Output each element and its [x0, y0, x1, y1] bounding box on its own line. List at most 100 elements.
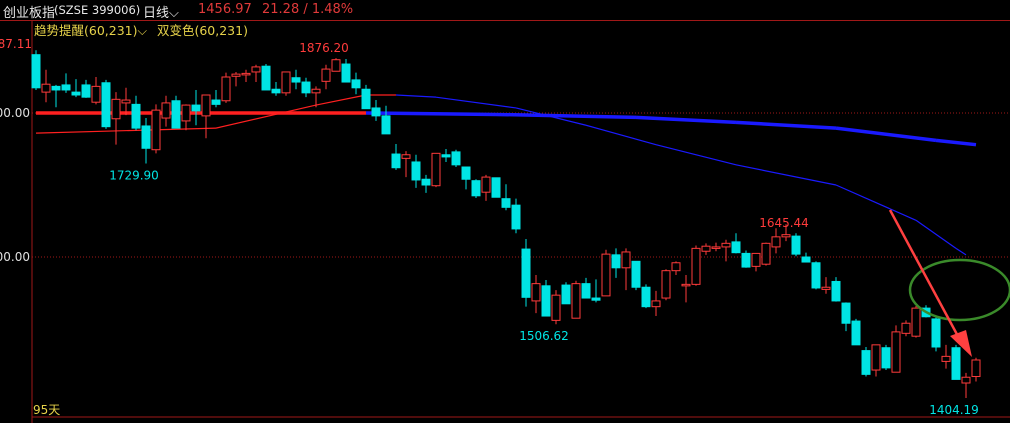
candle-body	[121, 99, 131, 104]
candle	[391, 143, 401, 170]
candle-body	[371, 107, 381, 117]
candle	[421, 174, 431, 193]
candle	[691, 245, 701, 286]
candle	[161, 95, 171, 127]
candle-body	[301, 81, 311, 94]
candle-body	[751, 252, 761, 267]
candle-body	[861, 350, 871, 375]
candle	[611, 248, 621, 278]
candle	[851, 318, 861, 346]
candle-body	[771, 236, 781, 248]
candle	[871, 344, 881, 377]
candle-body	[681, 283, 691, 287]
candle-body	[291, 77, 301, 83]
candle	[231, 71, 241, 87]
candle-body	[541, 285, 551, 317]
candle	[711, 242, 721, 252]
candle	[581, 277, 591, 299]
y-tick-label: 1800.00	[0, 106, 30, 120]
candle	[591, 279, 601, 303]
candle-body	[31, 54, 41, 89]
candle-body	[581, 283, 591, 299]
low-price-label: 1404.19	[929, 403, 979, 417]
candle	[791, 233, 801, 257]
candle-body	[951, 347, 961, 380]
candle-body	[331, 59, 341, 72]
candle-body	[71, 91, 81, 96]
chart-header: 创业板指 (SZSE 399006) 日线⌵ 1456.97 21.28 / 1…	[0, 0, 1010, 21]
candle-body	[821, 286, 831, 290]
candle-body	[241, 72, 251, 76]
candle-body	[191, 104, 201, 112]
candle-body	[441, 154, 451, 158]
candle-body	[61, 84, 71, 91]
candle-body	[391, 153, 401, 169]
candle-body	[741, 252, 751, 268]
candle	[491, 177, 501, 198]
candle-body	[221, 76, 231, 102]
candle-body	[311, 88, 321, 94]
candle-body	[811, 262, 821, 289]
candle-body	[271, 88, 281, 94]
candle-body	[891, 331, 901, 373]
candle	[371, 100, 381, 121]
candle-body	[471, 180, 481, 197]
candle	[911, 305, 921, 338]
candle	[501, 184, 511, 211]
candle	[331, 58, 341, 72]
candle	[191, 89, 201, 126]
candle-body	[401, 154, 411, 159]
candle-body	[571, 283, 581, 319]
candle	[411, 154, 421, 188]
candle	[151, 104, 161, 154]
candle	[761, 242, 771, 266]
candle	[571, 280, 581, 319]
moving-average-segment	[585, 124, 657, 146]
candle-body	[361, 88, 371, 110]
candle-body	[351, 79, 361, 89]
candle-body	[461, 166, 471, 180]
candle-body	[161, 102, 171, 119]
candle	[171, 95, 181, 129]
indicator-selector[interactable]: 趋势提醒(60,231)⌵	[34, 23, 147, 38]
candle	[41, 69, 51, 103]
candle-body	[841, 302, 851, 324]
period-selector[interactable]: 日线⌵	[143, 2, 179, 21]
candle	[971, 357, 981, 382]
candle-body	[431, 152, 441, 187]
candle	[891, 325, 901, 373]
index-name: 创业板指	[3, 6, 56, 21]
candle-body	[621, 251, 631, 269]
candle-body	[341, 63, 351, 83]
candle	[51, 84, 61, 108]
candle-body	[101, 82, 111, 128]
candle	[291, 69, 301, 90]
trend-arrow	[888, 209, 972, 357]
top-price-label: 1887.11	[0, 37, 32, 51]
candle	[461, 166, 471, 190]
candle-body	[731, 241, 741, 254]
candle	[811, 261, 821, 290]
candle	[751, 252, 761, 272]
moving-average-segment	[395, 94, 437, 98]
candle	[221, 72, 231, 103]
candle	[141, 118, 151, 164]
candle-body	[501, 198, 511, 208]
candle-body	[91, 85, 101, 103]
highlight-circle	[908, 258, 1010, 322]
candle-body	[871, 344, 881, 371]
candle	[61, 73, 71, 93]
candle-body	[171, 100, 181, 129]
candle-body	[691, 247, 701, 285]
candle	[91, 77, 101, 105]
moving-average-segment	[835, 126, 937, 143]
indicator-name: 趋势提醒(60,231)	[34, 23, 138, 38]
candle-body	[881, 347, 891, 369]
candle-body	[251, 66, 261, 73]
candle	[781, 224, 791, 242]
candle	[801, 252, 811, 263]
candle	[431, 152, 441, 188]
candle-body	[531, 283, 541, 302]
moving-average-segment	[495, 112, 637, 120]
